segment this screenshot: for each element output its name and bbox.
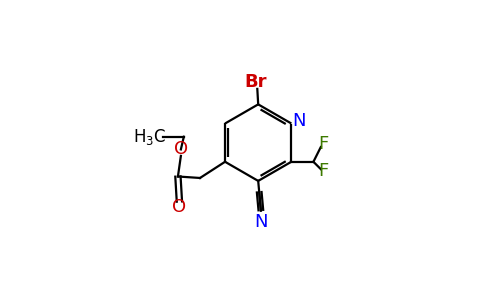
Text: H$_3$C: H$_3$C <box>134 127 166 147</box>
Text: F: F <box>318 162 329 180</box>
Text: O: O <box>172 198 186 216</box>
Text: N: N <box>255 213 268 231</box>
Text: F: F <box>318 135 329 153</box>
Text: N: N <box>292 112 305 130</box>
Text: Br: Br <box>244 73 267 91</box>
Text: O: O <box>174 140 188 158</box>
